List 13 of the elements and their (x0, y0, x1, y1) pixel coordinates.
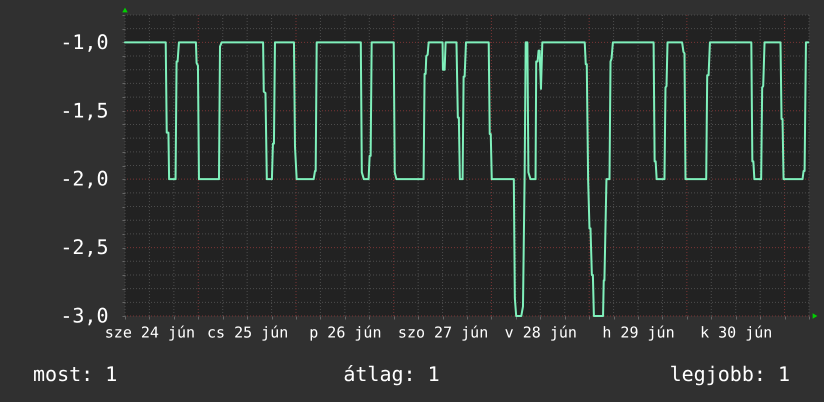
y-tick-label: -1,0 (60, 30, 108, 54)
x-tick-label: cs 25 jún (207, 324, 288, 342)
y-tick-label: -2,5 (60, 235, 108, 260)
x-tick-label: k 30 jún (700, 324, 772, 342)
text: most: 1 (33, 362, 118, 386)
y-tick-label: -2,0 (60, 166, 108, 191)
x-tick-label: v 28 jún (504, 324, 577, 342)
x-tick-label: h 29 jún (602, 324, 675, 342)
x-tick-label: p 26 jún (309, 324, 382, 342)
x-tick-label: szo 27 jún (398, 324, 488, 342)
y-tick-label: -1,5 (60, 98, 108, 122)
text: legjobb: 1 (670, 362, 790, 386)
text: átlag: 1 (343, 362, 440, 386)
